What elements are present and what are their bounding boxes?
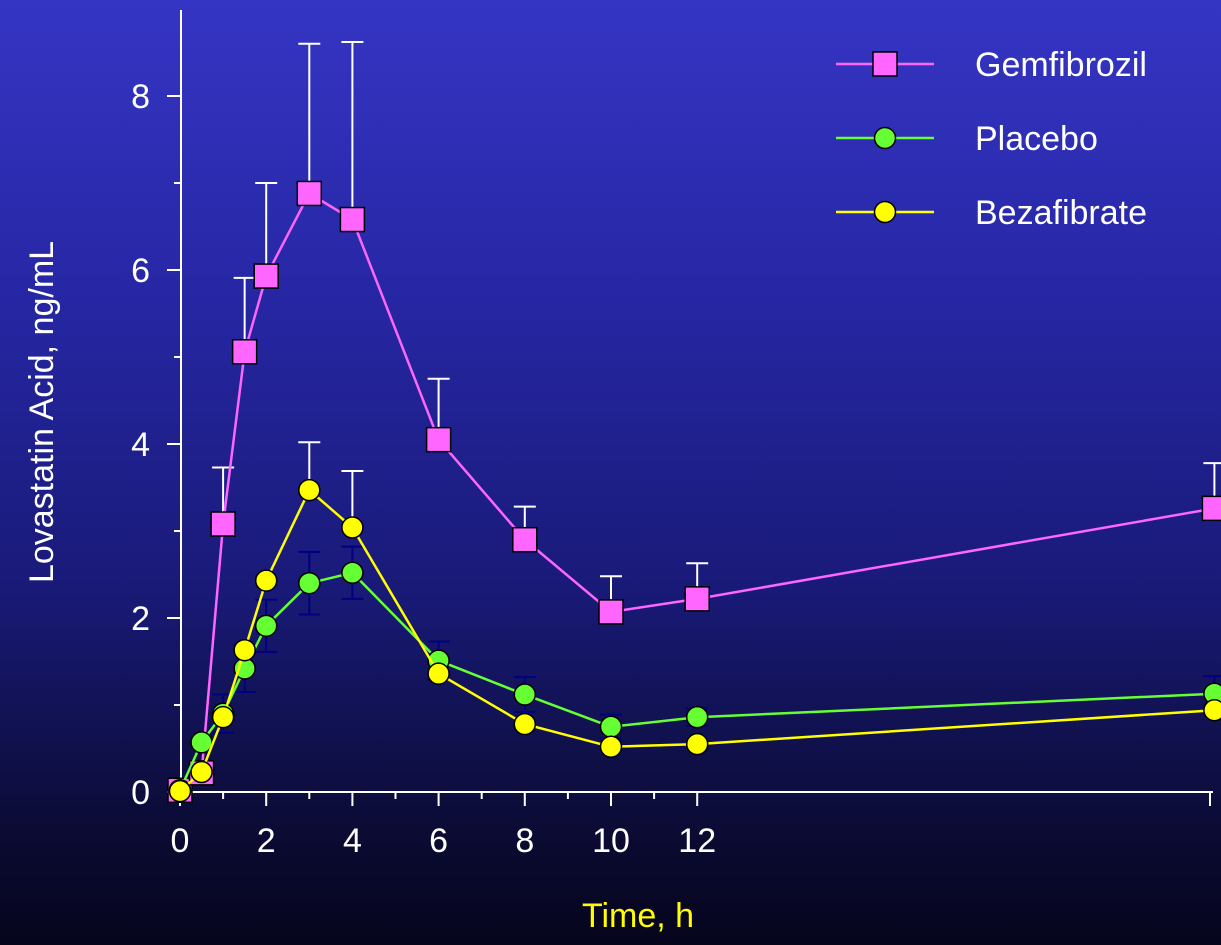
series-layer — [167, 180, 1221, 804]
data-point-placebo — [341, 561, 364, 585]
y-tick-label: 2 — [131, 600, 150, 638]
x-tick-label: 8 — [515, 822, 534, 860]
data-point-placebo — [254, 614, 278, 638]
legend: Gemfibrozil Placebo Bezafibrate — [836, 46, 1147, 232]
y-tick-label: 4 — [131, 426, 150, 464]
data-point-placebo — [190, 731, 213, 754]
data-point-gemfibrozil — [598, 599, 624, 625]
legend-marker-bezafibrate — [873, 200, 897, 224]
legend-label-bezafibrate: Bezafibrate — [975, 194, 1147, 232]
data-point-bezafibrate — [427, 662, 450, 685]
data-point-gemfibrozil — [684, 586, 710, 612]
data-point-gemfibrozil — [231, 339, 258, 365]
data-point-gemfibrozil — [512, 526, 538, 553]
x-tick-label: 0 — [171, 822, 190, 860]
data-point-gemfibrozil — [210, 511, 236, 537]
x-axis-title: Time, h — [582, 897, 694, 935]
data-point-gemfibrozil — [296, 180, 323, 207]
y-axis-title: Lovastatin Acid, ng/mL — [23, 241, 61, 583]
y-tick-label: 0 — [131, 774, 150, 812]
data-point-bezafibrate — [168, 779, 192, 803]
data-point-gemfibrozil — [253, 263, 279, 289]
data-point-gemfibrozil — [1201, 495, 1221, 522]
data-point-gemfibrozil — [425, 426, 452, 453]
data-point-placebo — [513, 683, 537, 706]
data-point-bezafibrate — [190, 760, 213, 784]
series-line-gemfibrozil — [179, 191, 1215, 792]
y-tick-label: 8 — [131, 78, 150, 116]
legend-label-gemfibrozil: Gemfibrozil — [975, 46, 1147, 84]
data-point-bezafibrate — [599, 735, 623, 759]
legend-label-placebo: Placebo — [975, 120, 1098, 158]
legend-marker-gemfibrozil — [872, 51, 898, 77]
x-tick-label: 10 — [592, 822, 630, 860]
data-point-bezafibrate — [1203, 698, 1221, 722]
x-tick-label: 6 — [429, 822, 448, 860]
x-tick-label: 12 — [678, 822, 716, 860]
data-point-placebo — [685, 705, 709, 729]
data-point-bezafibrate — [254, 569, 278, 592]
data-point-bezafibrate — [211, 705, 235, 729]
data-point-bezafibrate — [341, 516, 364, 539]
data-point-placebo — [599, 715, 623, 738]
x-tick-label: 2 — [257, 822, 276, 860]
data-point-bezafibrate — [233, 638, 256, 662]
data-point-placebo — [298, 571, 321, 595]
axes-layer: 0 2 4 6 8 0 2 4 6 8 10 12 — [131, 10, 1213, 860]
y-tick-label: 6 — [131, 252, 150, 290]
legend-marker-placebo — [873, 126, 897, 150]
data-point-gemfibrozil — [339, 206, 366, 233]
data-point-bezafibrate — [685, 732, 709, 756]
x-tick-label: 4 — [343, 822, 362, 860]
data-point-bezafibrate — [298, 478, 321, 502]
data-point-bezafibrate — [513, 712, 537, 736]
